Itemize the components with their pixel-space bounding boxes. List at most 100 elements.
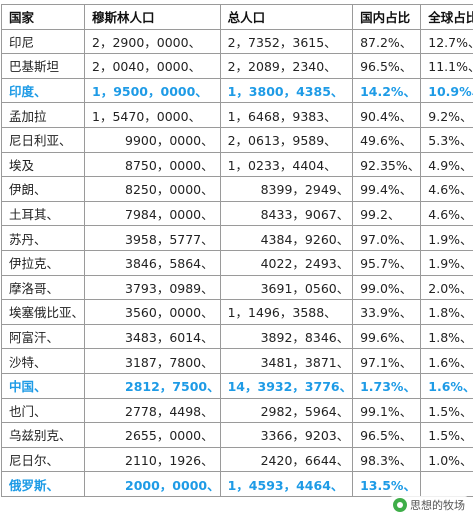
cell-domestic-share: 98.3%、 [352, 446, 422, 473]
cell-total-population: 2，7352，3615、 [219, 28, 354, 55]
cell-domestic-share: 92.35%、 [352, 151, 422, 178]
cell-global-share: 10.9%、 [420, 77, 473, 104]
cell-global-share: 4.9%、 [420, 151, 473, 178]
cell-muslim-population: 3846，5864、 [84, 249, 221, 276]
cell-muslim-population: 3560，0000、 [84, 299, 221, 325]
cell-muslim-population: 2655，0000、 [84, 422, 221, 448]
cell-domestic-share: 99.1%、 [352, 397, 422, 424]
cell-total-population: 8433，9067、 [219, 200, 354, 227]
table-row: 苏丹、 3958，5777、 4384，9260、 97.0%、 1.9%、 [0, 225, 473, 251]
cell-domestic-share: 96.5%、 [352, 422, 422, 448]
cell-total-population: 3691，0560、 [219, 274, 354, 301]
cell-country: 巴基斯坦 [0, 53, 86, 79]
cell-total-population: 1，4593，4464、 [219, 471, 354, 497]
cell-global-share: 5.3%、 [420, 126, 473, 153]
cell-domestic-share: 96.5%、 [352, 53, 422, 79]
cell-global-share: 12.7%、 [420, 28, 473, 55]
cell-global-share: 9.2%、 [420, 102, 473, 128]
header-muslim-population: 穆斯林人口 [84, 4, 221, 30]
table-row: 中国、 2812，7500、 14，3932，3776、 1.73%、 1.6%、 [0, 372, 473, 399]
cell-muslim-population: 1，5470，0000、 [84, 102, 221, 128]
cell-total-population: 14，3932，3776、 [219, 372, 354, 399]
header-row: 国家 穆斯林人口 总人口 国内占比 全球占比 [0, 4, 473, 30]
cell-global-share: 1.6%、 [420, 372, 473, 399]
cell-total-population: 1，0233，4404、 [219, 151, 354, 178]
cell-domestic-share: 97.1%、 [352, 348, 422, 374]
cell-global-share: 1.9%、 [420, 225, 473, 251]
cell-country: 尼日尔、 [0, 446, 86, 473]
cell-muslim-population: 2000，0000、 [84, 471, 221, 497]
cell-domestic-share: 97.0%、 [352, 225, 422, 251]
cell-domestic-share: 33.9%、 [352, 299, 422, 325]
cell-muslim-population: 3958，5777、 [84, 225, 221, 251]
cell-country: 印度、 [0, 77, 86, 104]
cell-total-population: 1，6468，9383、 [219, 102, 354, 128]
cell-total-population: 1，3800，4385、 [219, 77, 354, 104]
cell-muslim-population: 3187，7800、 [84, 348, 221, 374]
cell-global-share: 1.8%、 [420, 299, 473, 325]
cell-country: 乌兹别克、 [0, 422, 86, 448]
cell-domestic-share: 1.73%、 [352, 372, 422, 399]
cell-country: 沙特、 [0, 348, 86, 374]
table-row: 阿富汗、 3483，6014、 3892，8346、 99.6%、 1.8%、 [0, 323, 473, 350]
cell-muslim-population: 3483，6014、 [84, 323, 221, 350]
table-row: 伊朗、 8250，0000、 8399，2949、 99.4%、 4.6%、 [0, 176, 473, 202]
cell-global-share: 1.8%、 [420, 323, 473, 350]
cell-muslim-population: 2812，7500、 [84, 372, 221, 399]
table-row: 尼日利亚、 9900，0000、 2，0613，9589、 49.6%、 5.3%、 [0, 126, 473, 153]
cell-domestic-share: 90.4%、 [352, 102, 422, 128]
cell-total-population: 2，0613，9589、 [219, 126, 354, 153]
cell-total-population: 4022，2493、 [219, 249, 354, 276]
table-row: 印度、1，9500，0000、1，3800，4385、14.2%、10.9%、 [0, 77, 473, 104]
cell-global-share: 4.6%、 [420, 176, 473, 202]
table-row: 印尼2，2900，0000、2，7352，3615、87.2%、12.7%、 [0, 28, 473, 55]
cell-total-population: 3892，8346、 [219, 323, 354, 350]
header-total-population: 总人口 [219, 4, 354, 30]
muslim-population-table: 国家 穆斯林人口 总人口 国内占比 全球占比 印尼2，2900，0000、2，7… [0, 4, 473, 497]
cell-country: 埃塞俄比亚、 [0, 299, 86, 325]
cell-country: 中国、 [0, 372, 86, 399]
cell-global-share: 11.1%、 [420, 53, 473, 79]
cell-country: 土耳其、 [0, 200, 86, 227]
cell-domestic-share: 99.4%、 [352, 176, 422, 202]
cell-total-population: 3481，3871、 [219, 348, 354, 374]
wechat-logo-icon [393, 498, 407, 512]
cell-domestic-share: 49.6%、 [352, 126, 422, 153]
table-row: 沙特、 3187，7800、 3481，3871、 97.1%、 1.6%、 [0, 348, 473, 374]
cell-muslim-population: 2，0040，0000、 [84, 53, 221, 79]
table-row: 伊拉克、 3846，5864、 4022，2493、 95.7%、 1.9%、 [0, 249, 473, 276]
cell-country: 也门、 [0, 397, 86, 424]
table-row: 埃塞俄比亚、 3560，0000、 1，1496，3588、 33.9%、 1.8%、 [0, 299, 473, 325]
header-country: 国家 [0, 4, 86, 30]
watermark-text: 思想的牧场 [410, 499, 465, 512]
cell-total-population: 2982，5964、 [219, 397, 354, 424]
table-row: 土耳其、 7984，0000、 8433，9067、 99.2、 4.6%、 [0, 200, 473, 227]
watermark: 思想的牧场 [390, 496, 468, 514]
cell-muslim-population: 2778，4498、 [84, 397, 221, 424]
table-row: 尼日尔、 2110，1926、 2420，6644、 98.3%、 1.0%、 [0, 446, 473, 473]
cell-country: 埃及 [0, 151, 86, 178]
table-row: 俄罗斯、 2000，0000、 1，4593，4464、 13.5%、 [0, 471, 473, 497]
cell-muslim-population: 3793，0989、 [84, 274, 221, 301]
cell-muslim-population: 2110，1926、 [84, 446, 221, 473]
table-body: 印尼2，2900，0000、2，7352，3615、87.2%、12.7%、巴基… [0, 28, 473, 497]
population-table-container: 国家 穆斯林人口 总人口 国内占比 全球占比 印尼2，2900，0000、2，7… [0, 4, 473, 497]
header-global-share: 全球占比 [420, 4, 473, 30]
cell-total-population: 3366，9203、 [219, 422, 354, 448]
cell-global-share: 1.0%、 [420, 446, 473, 473]
cell-country: 伊拉克、 [0, 249, 86, 276]
cell-country: 阿富汗、 [0, 323, 86, 350]
cell-country: 苏丹、 [0, 225, 86, 251]
cell-total-population: 8399，2949、 [219, 176, 354, 202]
cell-domestic-share: 95.7%、 [352, 249, 422, 276]
cell-domestic-share: 99.0%、 [352, 274, 422, 301]
cell-country: 尼日利亚、 [0, 126, 86, 153]
cell-global-share: 1.5%、 [420, 422, 473, 448]
cell-country: 孟加拉 [0, 102, 86, 128]
cell-total-population: 1，1496，3588、 [219, 299, 354, 325]
cell-muslim-population: 8250，0000、 [84, 176, 221, 202]
cell-total-population: 4384，9260、 [219, 225, 354, 251]
table-row: 乌兹别克、 2655，0000、 3366，9203、 96.5%、 1.5%、 [0, 422, 473, 448]
table-row: 也门、 2778，4498、 2982，5964、 99.1%、 1.5%、 [0, 397, 473, 424]
